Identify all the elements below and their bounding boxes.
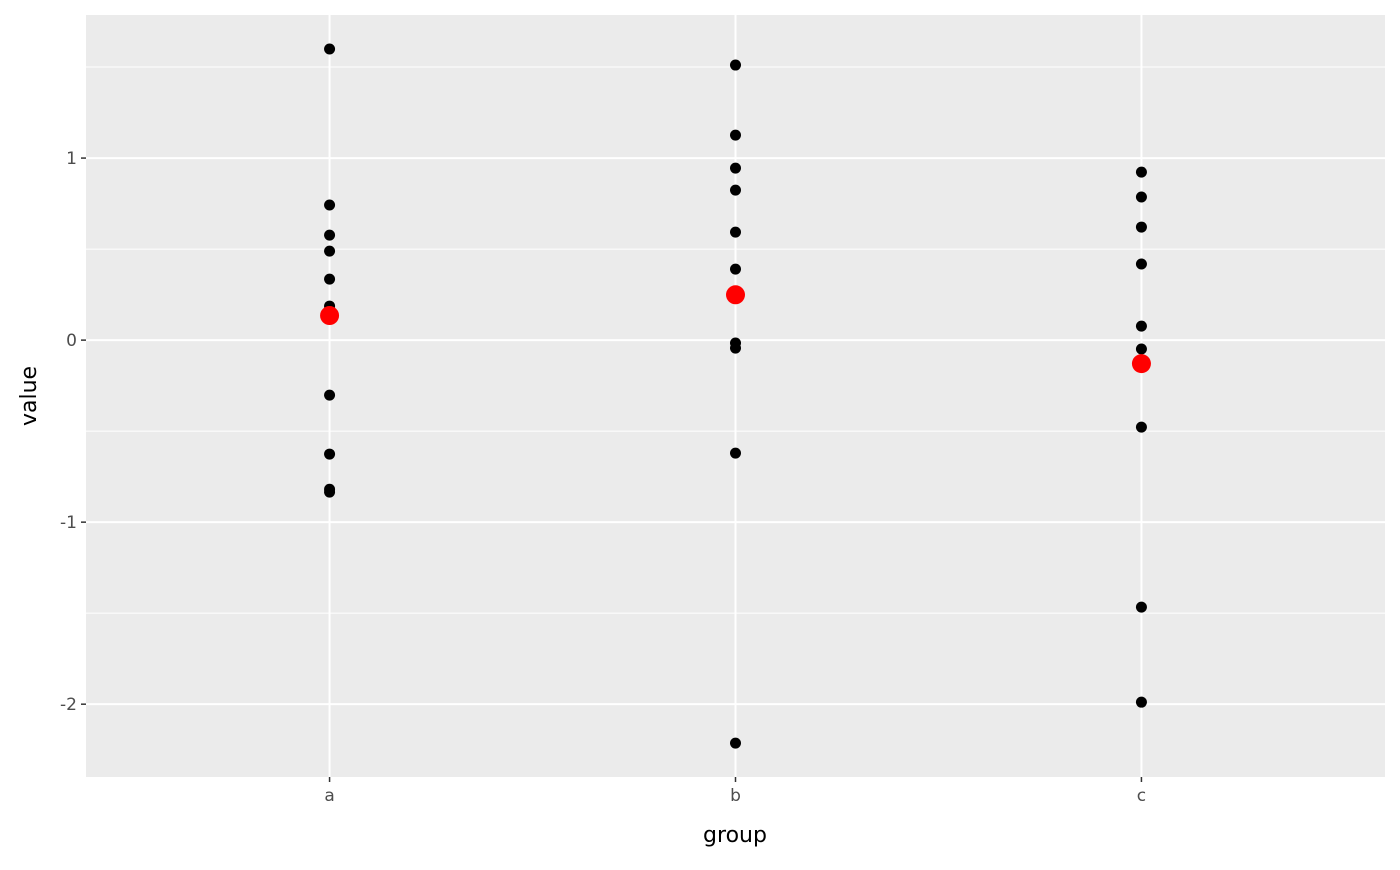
y-tick-label: 1 <box>66 149 77 169</box>
x-tick-label: c <box>1137 786 1146 806</box>
data-point <box>1135 166 1147 178</box>
data-point <box>1135 191 1147 203</box>
data-point <box>324 245 336 257</box>
data-points <box>320 43 1151 749</box>
x-axis-label: group <box>703 823 767 848</box>
gridlines <box>86 15 1385 777</box>
data-point <box>1135 320 1147 332</box>
axes: -2 -1 0 1 a b c <box>60 149 1146 806</box>
mean-point <box>320 306 340 326</box>
data-point <box>730 342 741 354</box>
data-point <box>730 184 741 196</box>
data-point <box>324 273 336 285</box>
y-tick-label: -2 <box>60 695 77 715</box>
mean-point <box>1131 354 1151 374</box>
data-point <box>1135 601 1147 613</box>
data-point <box>1135 258 1147 270</box>
data-point <box>324 43 336 55</box>
data-point <box>324 448 336 460</box>
data-point <box>1135 221 1147 233</box>
data-point <box>730 59 741 71</box>
y-tick-label: 0 <box>66 331 77 351</box>
data-point <box>730 737 741 749</box>
data-point <box>730 162 741 174</box>
y-tick-label: -1 <box>60 513 77 533</box>
y-axis-label: value <box>17 366 42 426</box>
data-point <box>730 447 741 459</box>
data-point <box>1135 343 1147 355</box>
data-point <box>730 263 741 275</box>
data-point <box>324 486 336 498</box>
data-point <box>324 389 336 401</box>
data-point <box>1135 421 1147 433</box>
x-tick-label: a <box>324 786 334 806</box>
data-point <box>324 229 336 241</box>
data-point <box>730 129 741 141</box>
data-point <box>730 226 741 238</box>
mean-point <box>726 285 745 305</box>
data-point <box>324 199 336 211</box>
data-point <box>1135 696 1147 708</box>
x-tick-label: b <box>730 786 741 806</box>
